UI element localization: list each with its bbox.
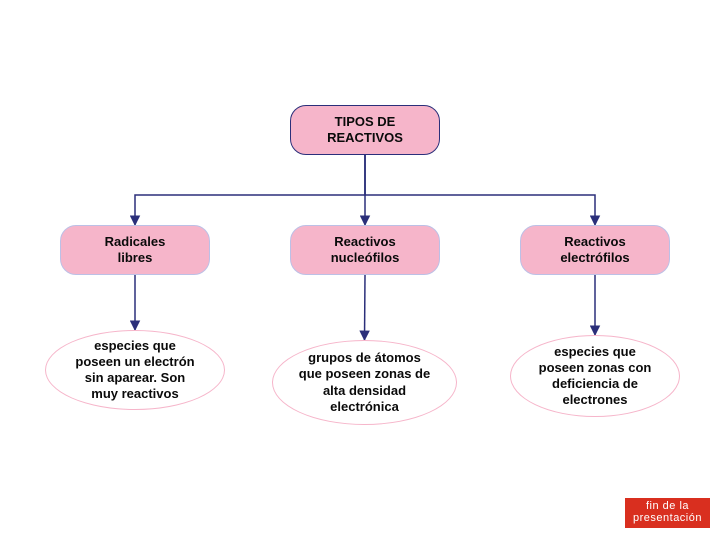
node-root: TIPOS DE REACTIVOS	[290, 105, 440, 155]
node-c1: Radicales libres	[60, 225, 210, 275]
node-c3: Reactivos electrófilos	[520, 225, 670, 275]
node-d2: grupos de átomos que poseen zonas de alt…	[272, 340, 457, 425]
node-d1: especies que poseen un electrón sin apar…	[45, 330, 225, 410]
node-c2: Reactivos nucleófilos	[290, 225, 440, 275]
footer-line2: presentación	[633, 513, 702, 525]
node-d3: especies que poseen zonas con deficienci…	[510, 335, 680, 417]
end-presentation-button[interactable]: fin de la presentación	[625, 498, 710, 528]
